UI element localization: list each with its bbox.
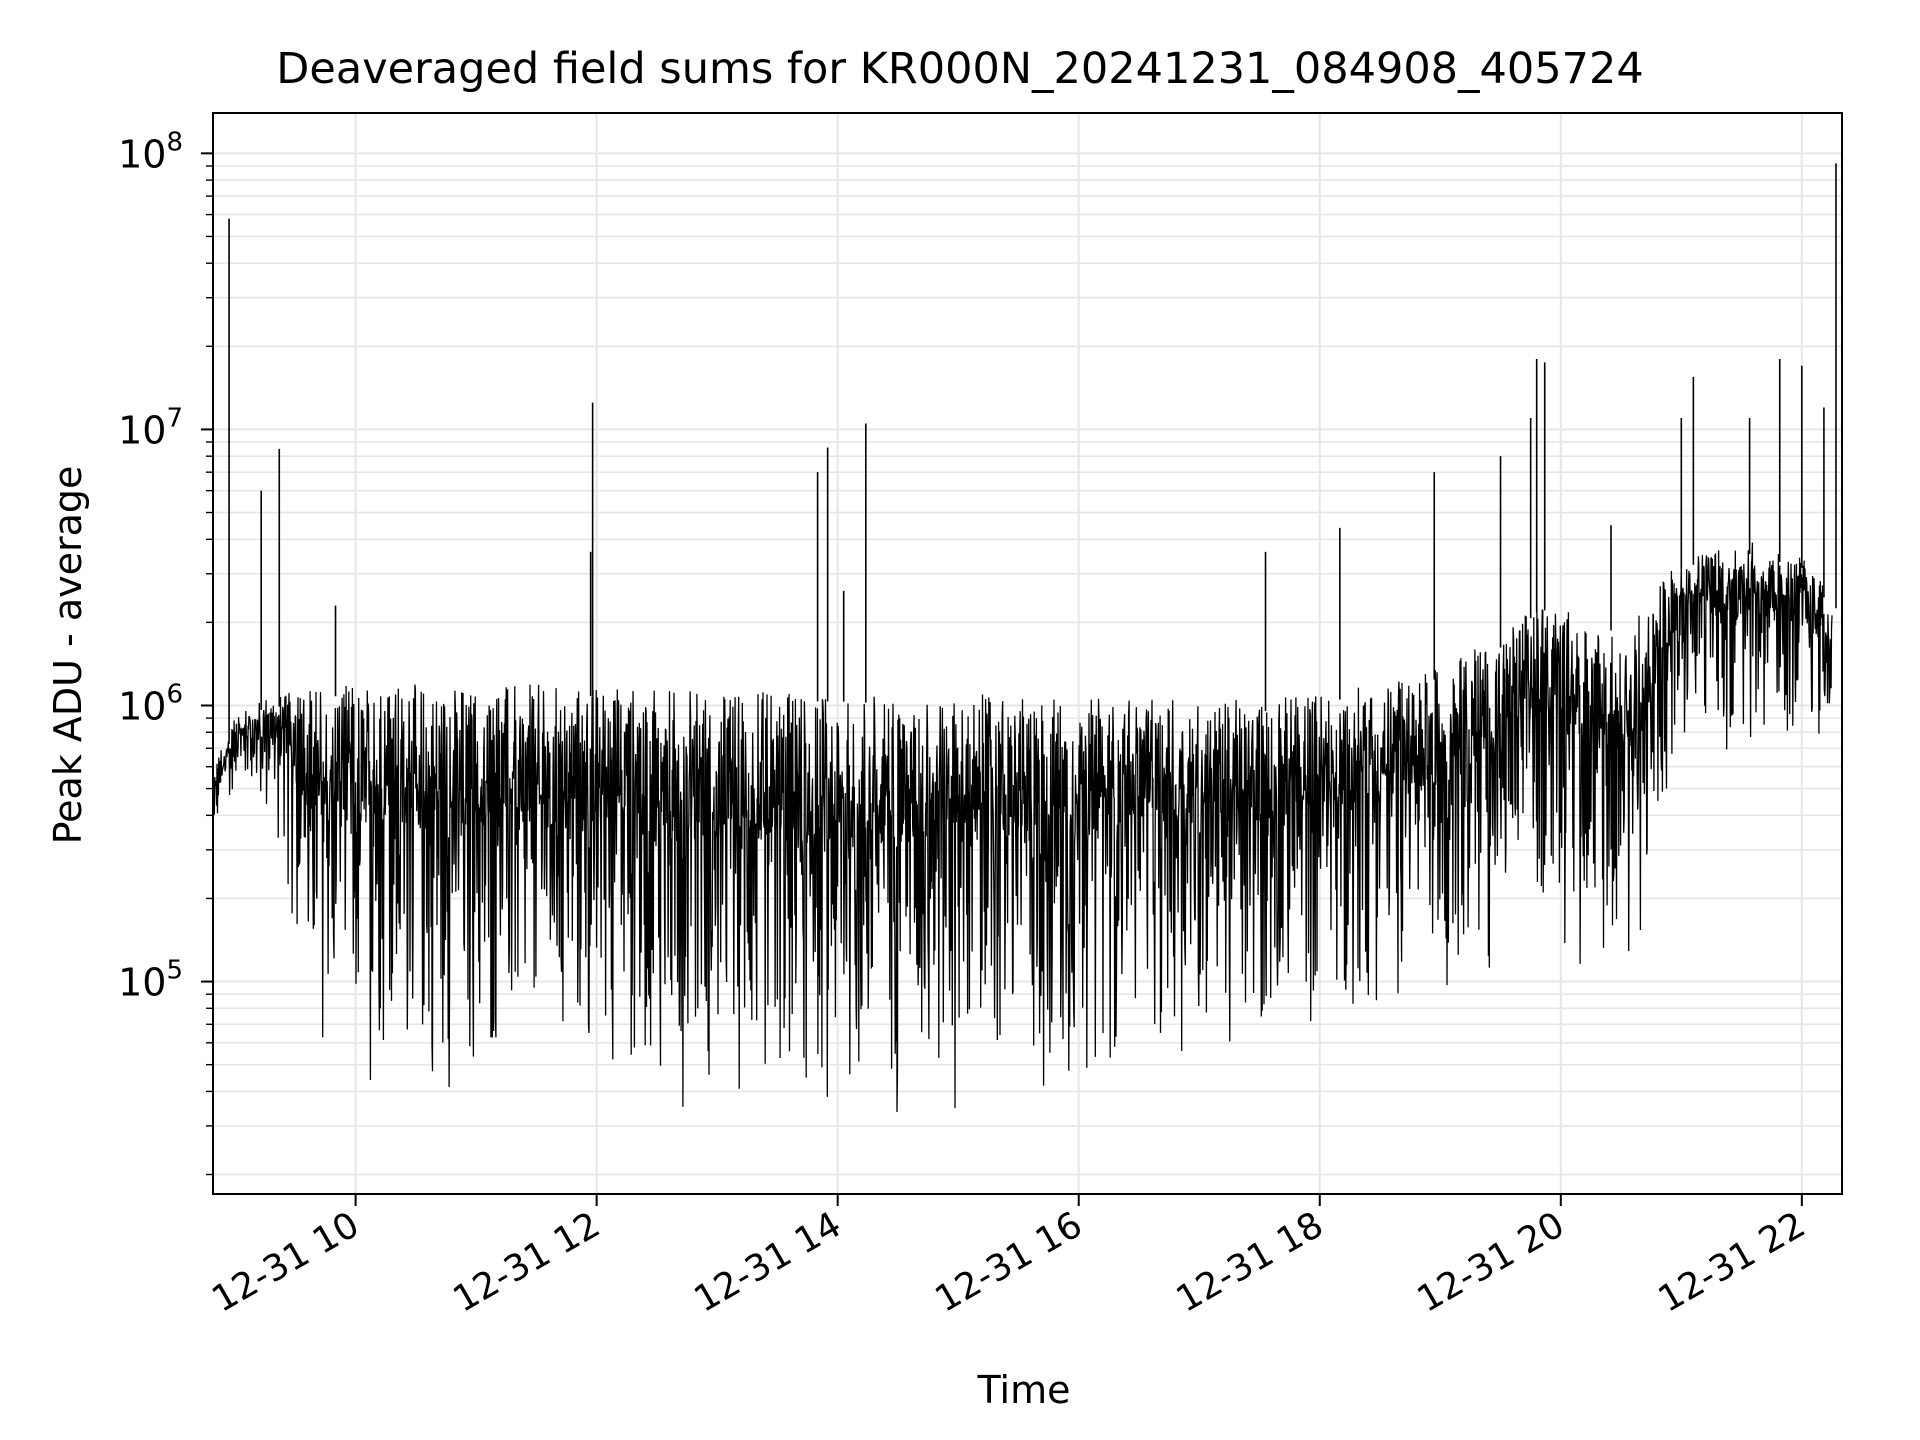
plot-frame [212, 112, 1843, 1195]
x-tick-label: 12-31 20 [1411, 1204, 1572, 1320]
series-line [212, 542, 1833, 1113]
x-tick-label: 12-31 22 [1652, 1204, 1813, 1320]
x-tick-label: 12-31 12 [446, 1204, 607, 1320]
y-tick-label: 105 [118, 956, 183, 1005]
x-tick-label: 12-31 14 [688, 1204, 849, 1320]
y-tick-label: 108 [118, 127, 183, 176]
chart-title: Deaveraged field sums for KR000N_2024123… [276, 44, 1644, 94]
x-tick-label: 12-31 16 [929, 1204, 1090, 1320]
x-tick-label: 12-31 18 [1170, 1204, 1331, 1320]
series-layer [212, 163, 1837, 1113]
x-axis-label: Time [977, 1368, 1071, 1412]
y-tick-label: 106 [118, 679, 183, 728]
y-tick-label: 107 [118, 403, 183, 452]
x-tick-label: 12-31 10 [205, 1204, 366, 1320]
tick-layer: 12-31 10 12-31 12 12-31 14 12-31 16 12-31 18… [118, 127, 1812, 1320]
